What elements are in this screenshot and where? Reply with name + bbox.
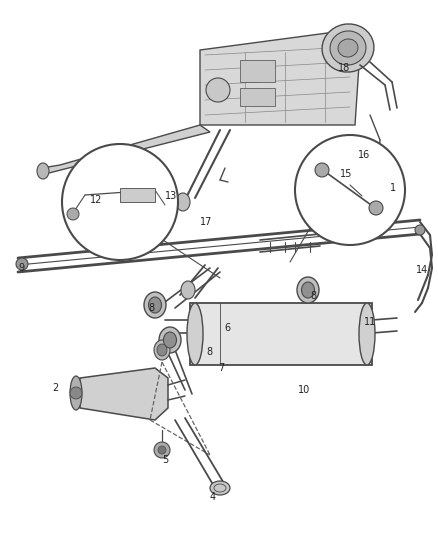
Text: 13: 13 [165,191,177,201]
Text: 11: 11 [363,317,375,327]
Bar [240,60,274,82]
Bar [120,188,155,202]
Ellipse shape [337,39,357,57]
Ellipse shape [163,332,176,348]
Circle shape [16,258,28,270]
Text: 7: 7 [218,363,224,373]
Ellipse shape [176,193,190,211]
Circle shape [67,208,79,220]
Text: 10: 10 [297,385,310,395]
Bar [190,303,371,365]
Polygon shape [80,368,168,420]
Text: 18: 18 [337,63,350,73]
Ellipse shape [358,303,374,365]
Ellipse shape [70,376,82,410]
Polygon shape [42,125,209,174]
Circle shape [154,442,170,458]
Circle shape [62,144,177,260]
Text: 17: 17 [200,217,212,227]
Ellipse shape [159,327,180,353]
Circle shape [205,78,230,102]
Text: 8: 8 [205,347,212,357]
Ellipse shape [297,277,318,303]
Circle shape [368,175,378,185]
Ellipse shape [180,281,194,299]
Circle shape [294,135,404,245]
Circle shape [158,446,166,454]
Text: 8: 8 [309,291,315,301]
Bar [240,88,274,106]
Ellipse shape [144,292,166,318]
Text: 12: 12 [90,195,102,205]
Ellipse shape [37,163,49,179]
Circle shape [414,225,424,235]
Text: 15: 15 [339,169,352,179]
Circle shape [368,201,382,215]
Ellipse shape [148,297,161,313]
Text: 9: 9 [18,263,24,273]
Ellipse shape [154,340,170,360]
Text: 16: 16 [357,150,369,160]
Ellipse shape [301,282,314,298]
Text: 6: 6 [223,323,230,333]
Circle shape [314,163,328,177]
Polygon shape [200,30,359,125]
Ellipse shape [209,481,230,495]
Text: 4: 4 [209,492,215,502]
Text: 5: 5 [162,455,168,465]
Ellipse shape [321,24,373,72]
Ellipse shape [329,31,365,65]
Ellipse shape [187,303,202,365]
Text: 1: 1 [389,183,395,193]
Ellipse shape [157,344,166,356]
Circle shape [70,387,82,399]
Text: 2: 2 [52,383,58,393]
Text: 14: 14 [415,265,427,275]
Text: 8: 8 [148,303,154,313]
